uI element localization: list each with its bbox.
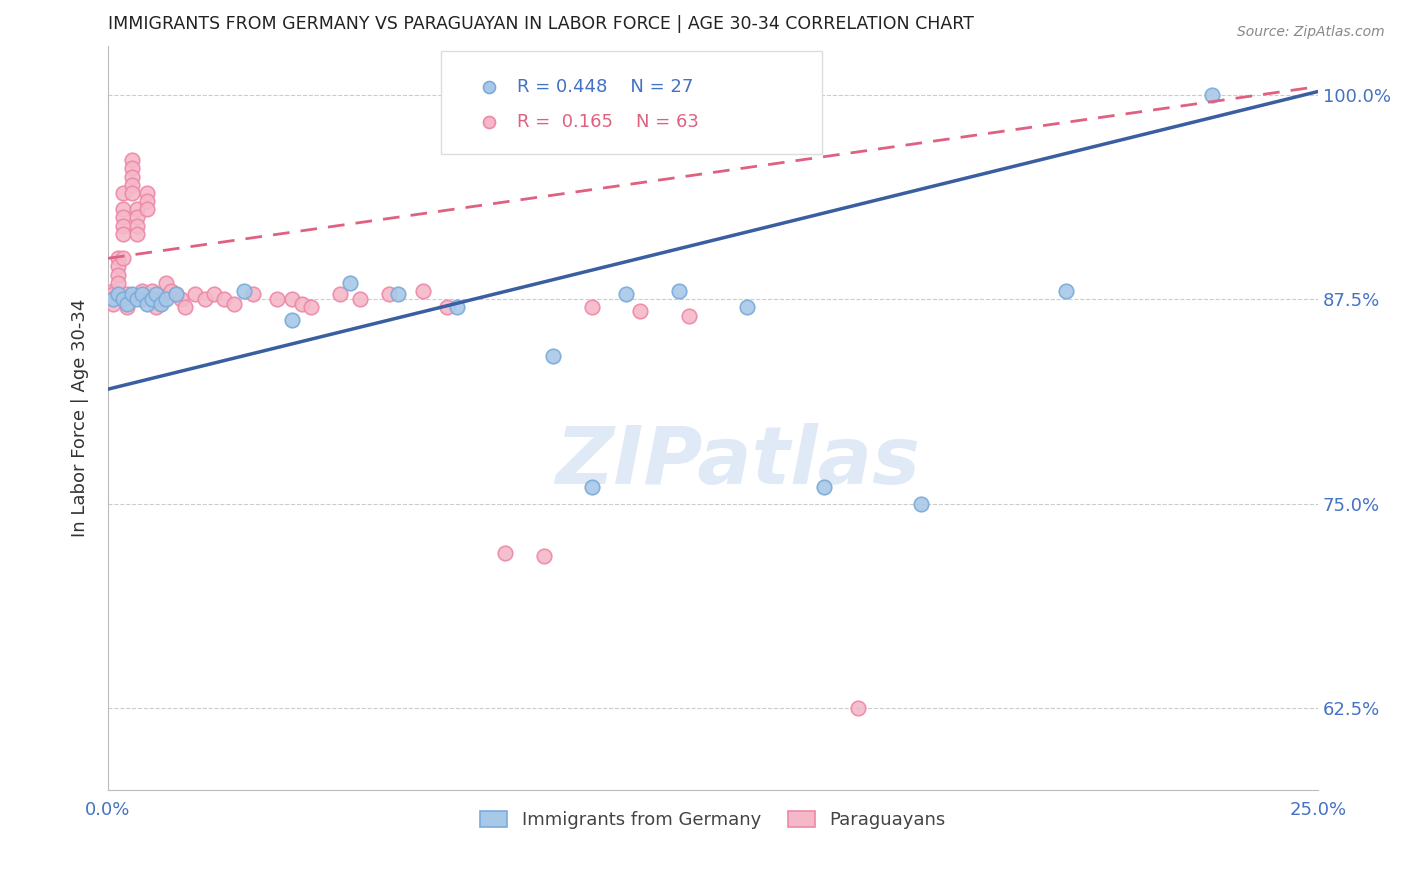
Point — [125, 292, 148, 306]
Point — [117, 297, 139, 311]
Point — [184, 287, 207, 301]
Point — [101, 292, 124, 306]
Point — [412, 284, 434, 298]
Point — [135, 202, 157, 217]
Point — [614, 287, 637, 301]
Point — [212, 292, 235, 306]
Point — [135, 297, 157, 311]
Point — [174, 301, 197, 315]
Point — [299, 301, 322, 315]
Text: Source: ZipAtlas.com: Source: ZipAtlas.com — [1237, 25, 1385, 39]
Point — [1201, 87, 1223, 102]
Point — [1054, 284, 1077, 298]
Point — [135, 186, 157, 200]
Point — [291, 297, 314, 311]
Point — [111, 211, 134, 225]
Point — [111, 186, 134, 200]
Point — [377, 287, 399, 301]
Point — [281, 292, 304, 306]
Point — [111, 252, 134, 266]
Point — [543, 350, 565, 364]
Point — [111, 292, 134, 306]
Point — [813, 480, 835, 494]
Point — [846, 701, 869, 715]
Point — [446, 301, 468, 315]
Point — [101, 297, 124, 311]
Y-axis label: In Labor Force | Age 30-34: In Labor Force | Age 30-34 — [72, 299, 89, 537]
Point — [150, 297, 173, 311]
Point — [111, 219, 134, 233]
Point — [630, 303, 652, 318]
Point — [111, 202, 134, 217]
Point — [121, 287, 143, 301]
Point — [141, 284, 163, 298]
Point — [101, 287, 124, 301]
Point — [533, 549, 555, 563]
Point — [107, 260, 129, 274]
Point — [581, 301, 603, 315]
Point — [131, 292, 153, 306]
Legend: Immigrants from Germany, Paraguayans: Immigrants from Germany, Paraguayans — [472, 804, 953, 837]
Point — [145, 292, 167, 306]
Point — [349, 292, 371, 306]
Point — [145, 287, 167, 301]
Point — [121, 178, 143, 192]
Text: IMMIGRANTS FROM GERMANY VS PARAGUAYAN IN LABOR FORCE | AGE 30-34 CORRELATION CHA: IMMIGRANTS FROM GERMANY VS PARAGUAYAN IN… — [108, 15, 974, 33]
Point — [117, 297, 139, 311]
Point — [165, 287, 187, 301]
Point — [135, 194, 157, 208]
Point — [117, 292, 139, 306]
Point — [121, 169, 143, 184]
Point — [668, 284, 690, 298]
Point — [111, 227, 134, 241]
Point — [581, 480, 603, 494]
Point — [125, 227, 148, 241]
Point — [735, 301, 758, 315]
Point — [141, 292, 163, 306]
Point — [125, 211, 148, 225]
Point — [121, 186, 143, 200]
Point — [281, 313, 304, 327]
Point — [194, 292, 217, 306]
Point — [107, 252, 129, 266]
Point — [494, 546, 516, 560]
Point — [101, 284, 124, 298]
Point — [107, 276, 129, 290]
Point — [117, 301, 139, 315]
Point — [678, 309, 700, 323]
Point — [339, 276, 361, 290]
Point — [107, 287, 129, 301]
Point — [121, 161, 143, 176]
Point — [169, 292, 191, 306]
Point — [141, 292, 163, 306]
Point — [160, 284, 183, 298]
Point — [155, 292, 177, 306]
Point — [266, 292, 288, 306]
Point — [150, 292, 173, 306]
Point — [117, 287, 139, 301]
Point — [329, 287, 352, 301]
Point — [155, 276, 177, 290]
Point — [121, 153, 143, 168]
Point — [222, 297, 245, 311]
Point — [204, 287, 226, 301]
Point — [242, 287, 264, 301]
Point — [910, 497, 932, 511]
Point — [125, 219, 148, 233]
Point — [145, 301, 167, 315]
Point — [232, 284, 254, 298]
Point — [387, 287, 409, 301]
Text: R = 0.448    N = 27: R = 0.448 N = 27 — [517, 78, 693, 95]
Point — [165, 287, 187, 301]
Point — [436, 301, 458, 315]
Point — [125, 202, 148, 217]
Point — [131, 284, 153, 298]
Text: R =  0.165    N = 63: R = 0.165 N = 63 — [517, 112, 699, 130]
Point — [107, 268, 129, 282]
Text: ZIPatlas: ZIPatlas — [555, 424, 920, 501]
Point — [101, 292, 124, 306]
Point — [131, 287, 153, 301]
FancyBboxPatch shape — [440, 51, 823, 153]
